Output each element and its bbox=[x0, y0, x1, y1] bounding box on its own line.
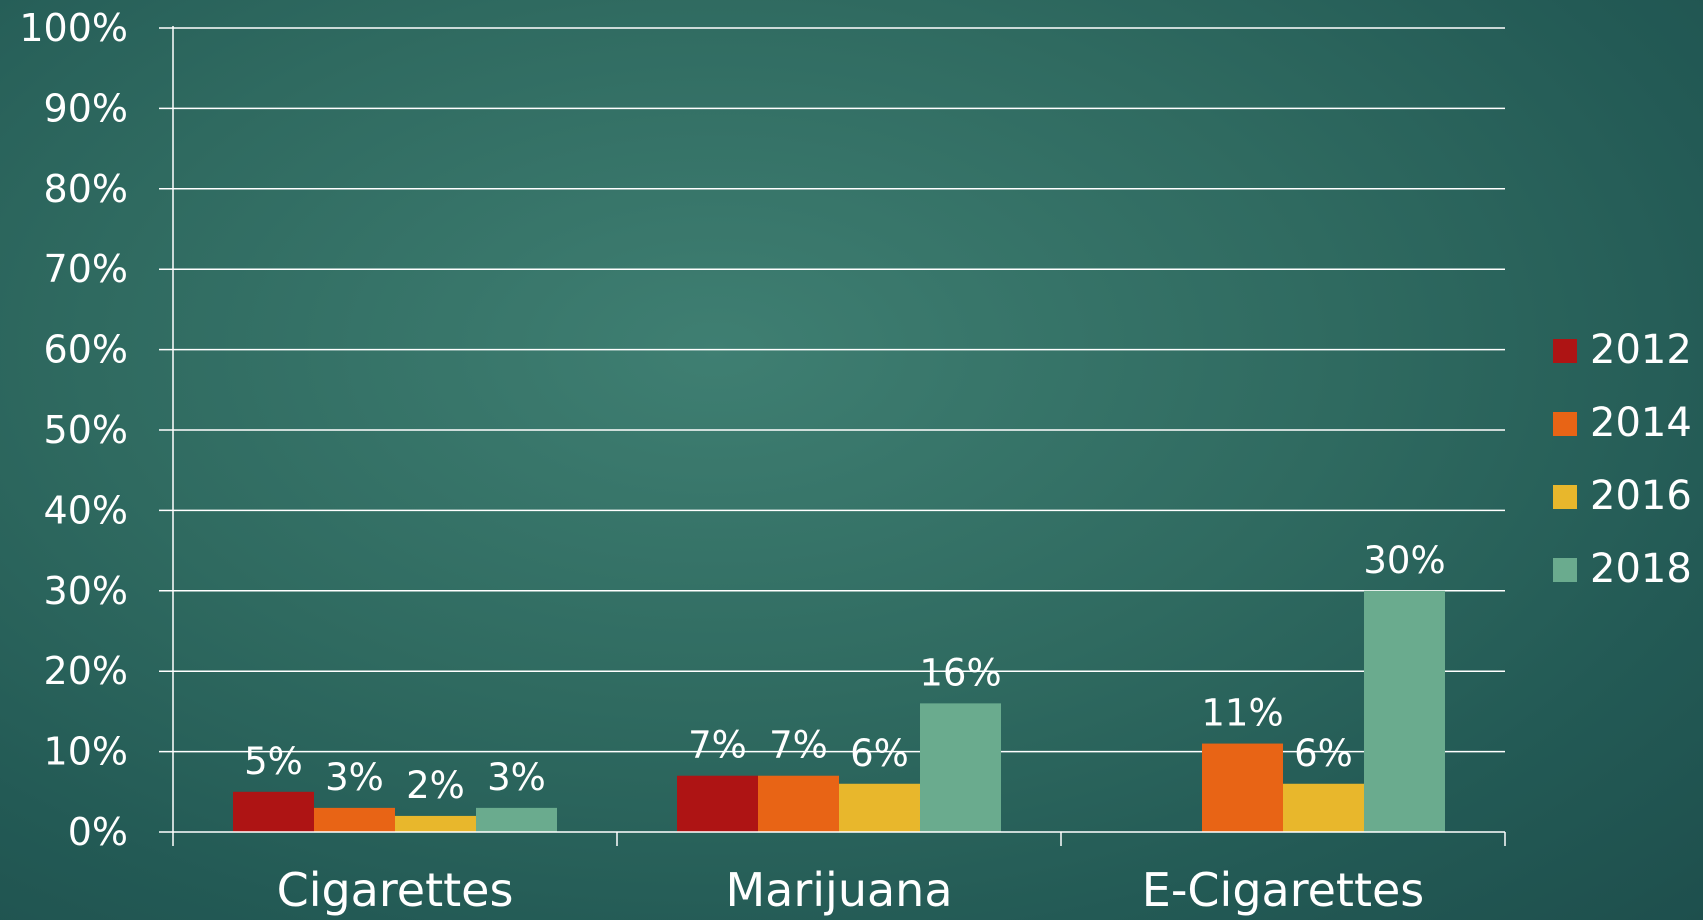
bar-2014-e-cigarettes bbox=[1202, 743, 1283, 832]
legend-swatch-2016 bbox=[1553, 485, 1577, 509]
y-tick-label: 10% bbox=[44, 730, 128, 774]
bar-2016-cigarettes bbox=[395, 815, 476, 832]
y-axis-tick-labels: 0% 10% 20% 30% 40% 50% 60% 70% 80% 90% 100% bbox=[19, 6, 128, 854]
legend-swatch-2014 bbox=[1553, 412, 1577, 436]
y-tick-label: 100% bbox=[19, 6, 128, 50]
bar-2014-marijuana bbox=[758, 775, 839, 832]
legend-label-2016: 2016 bbox=[1590, 473, 1692, 519]
gridlines bbox=[159, 27, 1505, 753]
y-tick-label: 50% bbox=[44, 408, 128, 452]
data-label: 6% bbox=[850, 732, 909, 775]
bar-2014-cigarettes bbox=[314, 807, 395, 832]
bar-2016-e-cigarettes bbox=[1283, 783, 1364, 832]
bar-2018-marijuana bbox=[920, 703, 1001, 832]
y-tick-label: 40% bbox=[44, 488, 128, 532]
data-label: 11% bbox=[1201, 692, 1283, 735]
bar-2018-e-cigarettes bbox=[1364, 590, 1445, 832]
x-tick-label: Cigarettes bbox=[277, 863, 514, 917]
y-tick-label: 60% bbox=[44, 328, 128, 372]
data-label: 7% bbox=[688, 724, 747, 767]
data-labels: 5% 3% 2% 3%7% 7% 6%16%11%6%30% bbox=[244, 539, 1445, 807]
x-axis: Cigarettes Marijuana E-Cigarettes bbox=[159, 26, 1506, 917]
data-label: 30% bbox=[1363, 539, 1445, 582]
data-label: 5% bbox=[244, 740, 303, 783]
legend-label-2018: 2018 bbox=[1590, 546, 1692, 592]
bars bbox=[233, 590, 1445, 832]
y-tick-label: 20% bbox=[44, 649, 128, 693]
data-label: 3% bbox=[487, 756, 546, 799]
data-label: 3% bbox=[325, 756, 384, 799]
x-tick-label: E-Cigarettes bbox=[1142, 863, 1425, 917]
data-label: 7% bbox=[769, 724, 828, 767]
y-tick-label: 80% bbox=[44, 167, 128, 211]
y-tick-label: 70% bbox=[44, 247, 128, 291]
legend: 2012 2014 2016 2018 bbox=[1553, 327, 1692, 592]
data-label: 16% bbox=[919, 651, 1001, 694]
legend-label-2014: 2014 bbox=[1590, 400, 1692, 446]
x-tick-label: Marijuana bbox=[725, 863, 952, 917]
bar-2018-cigarettes bbox=[476, 807, 557, 832]
bar-2016-marijuana bbox=[839, 783, 920, 832]
legend-swatch-2018 bbox=[1553, 558, 1577, 582]
y-tick-label: 30% bbox=[44, 569, 128, 613]
legend-swatch-2012 bbox=[1553, 339, 1577, 363]
bar-2012-marijuana bbox=[677, 775, 758, 832]
legend-label-2012: 2012 bbox=[1590, 327, 1692, 373]
data-label: 2% bbox=[406, 764, 465, 807]
y-tick-label: 0% bbox=[68, 810, 128, 854]
data-label: 6% bbox=[1294, 732, 1353, 775]
bar-2012-cigarettes bbox=[233, 791, 314, 832]
y-tick-label: 90% bbox=[44, 86, 128, 130]
